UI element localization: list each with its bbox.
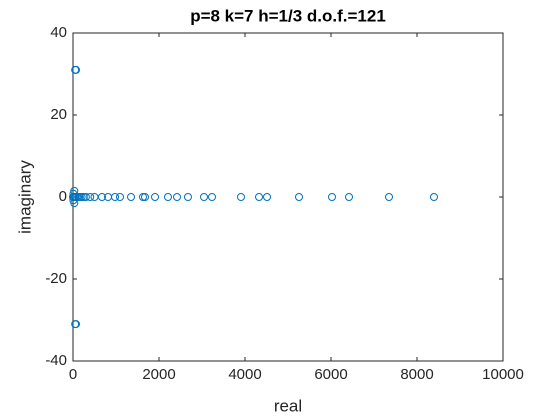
point: [237, 193, 246, 201]
point: [385, 193, 394, 201]
x-tick-label: 4000: [228, 366, 261, 383]
y-tick-label: 40: [50, 24, 67, 41]
y-tick-label: 0: [59, 188, 67, 205]
point: [69, 196, 78, 205]
point: [163, 193, 172, 201]
axes-box: [72, 32, 504, 362]
point: [327, 193, 336, 201]
point: [429, 193, 438, 201]
x-tick-label: 10000: [482, 366, 524, 383]
point: [77, 193, 86, 201]
point: [139, 193, 148, 201]
point: [151, 193, 160, 201]
y-tick-label: -40: [45, 352, 67, 369]
point: [97, 193, 106, 201]
x-tick-label: 8000: [400, 366, 433, 383]
point: [86, 193, 95, 201]
chart-title: p=8 k=7 h=1/3 d.o.f.=121: [190, 6, 386, 25]
point: [263, 193, 272, 201]
point: [79, 193, 88, 201]
point: [90, 193, 99, 201]
x-tick-label: 2000: [142, 366, 175, 383]
point: [200, 193, 209, 201]
point: [140, 193, 149, 201]
point: [295, 193, 304, 201]
point: [255, 193, 264, 201]
x-tick-label: 6000: [314, 366, 347, 383]
point: [115, 193, 124, 201]
point: [72, 65, 81, 74]
x-tick-label: 0: [69, 366, 77, 383]
y-tick-label: 20: [50, 106, 67, 123]
point: [208, 193, 217, 201]
point: [183, 193, 192, 201]
point: [345, 193, 354, 201]
point: [72, 320, 81, 329]
y-tick-label: -20: [45, 270, 67, 287]
point: [173, 193, 182, 201]
point: [81, 193, 90, 201]
x-axis-label: real: [274, 396, 302, 415]
point: [111, 193, 120, 201]
point: [127, 193, 136, 201]
y-axis-label: imaginary: [15, 160, 34, 234]
